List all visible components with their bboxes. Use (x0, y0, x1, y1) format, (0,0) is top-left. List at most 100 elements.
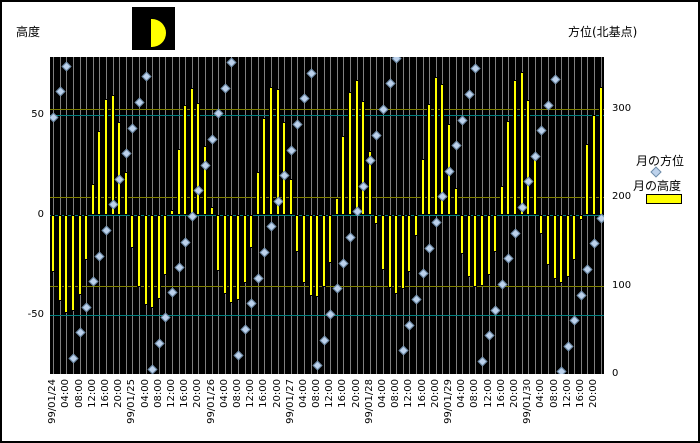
azimuth-marker (550, 74, 561, 85)
altitude-bar (276, 89, 280, 215)
altitude-bar (559, 215, 563, 283)
altitude-bar (177, 149, 181, 215)
azimuth-marker (556, 366, 567, 374)
azimuth-marker (94, 251, 105, 262)
azimuth-marker (233, 350, 244, 361)
azimuth-marker (371, 130, 382, 141)
x-tick-label: 12:00 (324, 379, 335, 408)
altitude-bar (190, 88, 194, 215)
x-tick-label: 16:00 (179, 379, 190, 408)
x-tick-label: 99/01/24 (47, 379, 58, 424)
x-tick-label: 20:00 (588, 379, 599, 408)
y-tick-label-left: 50 (31, 109, 44, 120)
altitude-bar (269, 87, 273, 215)
azimuth-marker (378, 104, 389, 115)
altitude-bar (407, 215, 411, 272)
x-tick-label: 99/01/25 (126, 379, 137, 424)
altitude-bar (256, 172, 260, 215)
altitude-bar (566, 215, 570, 277)
legend-bar-icon (646, 194, 682, 204)
altitude-bar (91, 184, 95, 215)
gridline-altitude (50, 215, 604, 216)
altitude-bar (150, 215, 154, 308)
x-tick-label: 04:00 (60, 379, 71, 408)
x-tick-label: 20:00 (113, 379, 124, 408)
altitude-bar (216, 215, 220, 271)
right-axis-title: 方位(北基点) (568, 25, 638, 39)
azimuth-marker (398, 345, 409, 356)
altitude-bar (414, 215, 418, 236)
x-tick-label: 20:00 (430, 379, 441, 408)
x-tick-label: 04:00 (456, 379, 467, 408)
x-tick-label: 12:00 (245, 379, 256, 408)
altitude-bar (493, 215, 497, 252)
azimuth-marker (589, 238, 600, 249)
altitude-bar (315, 215, 319, 297)
altitude-bar (71, 215, 75, 311)
altitude-bar (124, 172, 128, 215)
altitude-bar (289, 179, 293, 215)
azimuth-marker (266, 221, 277, 232)
altitude-bar (249, 215, 253, 248)
altitude-bar (262, 118, 266, 215)
altitude-bar (533, 157, 537, 215)
x-tick-label: 99/01/27 (285, 379, 296, 424)
altitude-bar (328, 215, 332, 263)
gridline-altitude (50, 115, 604, 116)
azimuth-marker (101, 225, 112, 236)
azimuth-marker (536, 125, 547, 136)
altitude-bar (223, 215, 227, 294)
altitude-bar (196, 103, 200, 215)
altitude-bar (355, 80, 359, 215)
altitude-bar (374, 215, 378, 224)
altitude-bar (78, 215, 82, 295)
x-tick-label: 08:00 (549, 379, 560, 408)
altitude-bar (487, 215, 491, 275)
azimuth-marker (147, 364, 158, 374)
altitude-bar (434, 77, 438, 215)
x-tick-label: 04:00 (298, 379, 309, 408)
altitude-bar (210, 207, 214, 215)
azimuth-marker (503, 253, 514, 264)
altitude-bar (335, 198, 339, 215)
azimuth-marker (240, 324, 251, 335)
altitude-bar (401, 215, 405, 289)
altitude-bar (236, 215, 240, 300)
azimuth-marker (292, 119, 303, 130)
x-tick-label: 04:00 (535, 379, 546, 408)
x-tick-label: 20:00 (272, 379, 283, 408)
altitude-bar (599, 87, 603, 215)
azimuth-marker (576, 290, 587, 301)
x-tick-label: 08:00 (153, 379, 164, 408)
azimuth-marker (213, 108, 224, 119)
azimuth-marker (385, 78, 396, 89)
x-tick-label: 20:00 (509, 379, 520, 408)
altitude-bar (592, 115, 596, 215)
azimuth-marker (391, 57, 402, 64)
x-tick-label: 04:00 (377, 379, 388, 408)
altitude-bar (394, 215, 398, 294)
azimuth-marker (154, 338, 165, 349)
azimuth-marker (484, 330, 495, 341)
altitude-bar (111, 95, 115, 215)
azimuth-marker (464, 89, 475, 100)
x-tick-label: 99/01/28 (364, 379, 375, 424)
altitude-bar (526, 100, 530, 215)
azimuth-marker (253, 273, 264, 284)
x-tick-label: 12:00 (166, 379, 177, 408)
x-tick-label: 12:00 (87, 379, 98, 408)
x-tick-label: 08:00 (469, 379, 480, 408)
y-tick-label-left: -50 (27, 309, 44, 320)
altitude-bar (282, 122, 286, 215)
x-tick-label: 08:00 (74, 379, 85, 408)
y-tick-label-right: 0 (612, 368, 619, 379)
altitude-bar (361, 101, 365, 215)
azimuth-marker (75, 327, 86, 338)
altitude-bar (480, 215, 484, 286)
altitude-bar (97, 131, 101, 215)
azimuth-marker (457, 115, 468, 126)
first-quarter-moon-icon (151, 19, 166, 47)
azimuth-marker (61, 61, 72, 72)
azimuth-marker (180, 237, 191, 248)
azimuth-marker (286, 145, 297, 156)
